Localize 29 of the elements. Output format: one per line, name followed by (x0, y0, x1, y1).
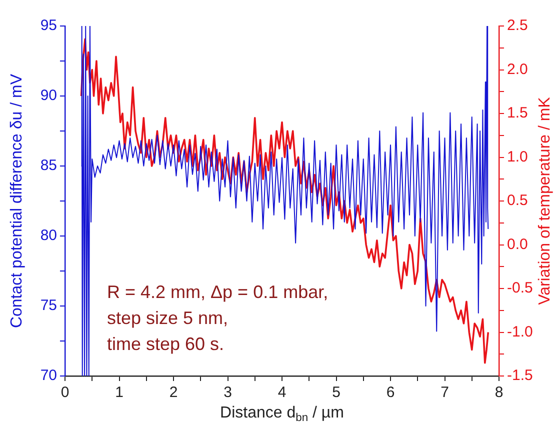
x-tick-label: 3 (224, 384, 232, 402)
x-tick-label: 8 (494, 384, 504, 402)
y2-axis-title: Variation of temperature / mK (536, 96, 554, 305)
y2-tick-label: 2.5 (507, 17, 528, 34)
y-tick-label: 90 (40, 87, 57, 104)
annotation: R = 4.2 mm, Δp = 0.1 mbar, (107, 282, 328, 302)
y2-tick-label: 0.5 (507, 192, 528, 210)
x-tick-label: 2 (169, 384, 178, 402)
y-tick-label: 70 (40, 367, 57, 384)
y-tick-label: 85 (40, 157, 57, 174)
x-tick-label: 5 (332, 384, 340, 402)
x-tick-label: 0 (60, 384, 70, 402)
x-tick-label: 1 (115, 384, 124, 402)
y2-tick-label: 1.5 (507, 104, 528, 122)
y-tick-label: 80 (40, 227, 57, 244)
y2-tick-label: -1.5 (507, 367, 533, 384)
y2-tick-label: 2.0 (507, 60, 528, 78)
y2-tick-label: -1.0 (507, 323, 533, 340)
y2-tick-label: -0.5 (507, 280, 533, 297)
y-tick-label: 75 (40, 297, 57, 314)
annotation: step size 5 nm, (107, 308, 228, 328)
x-tick-label: 4 (278, 384, 286, 402)
x-tick-label: 6 (386, 384, 395, 402)
x-tick-label: 7 (440, 384, 449, 402)
y2-tick-label: 0.0 (507, 236, 528, 253)
y-axis-title: Contact potential difference δu / mV (8, 74, 26, 328)
annotation: time step 60 s. (107, 334, 224, 354)
y-tick-label: 95 (40, 17, 57, 34)
y2-tick-label: 1.0 (507, 148, 528, 166)
